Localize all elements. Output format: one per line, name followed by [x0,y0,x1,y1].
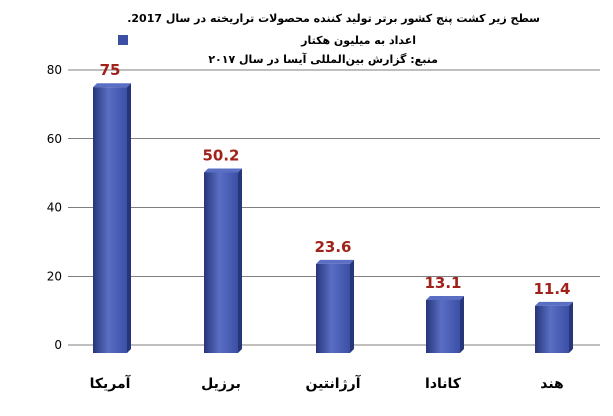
bar-side [569,301,573,353]
legend-swatch [118,35,128,45]
bar-front [93,87,127,353]
bar [426,295,464,353]
data-label: 75 [100,61,121,79]
y-tick-label: 20 [47,269,62,283]
bar-top [426,295,464,300]
bar-side [127,83,131,353]
gridlines [68,69,600,346]
bar-front [204,172,238,353]
bar-top [93,83,131,88]
data-label: 11.4 [533,280,570,298]
x-tick-label: هند [540,376,564,392]
bar-side [238,168,242,353]
chart-title: .سطح زیر کشت پنج کشور برتر تولید کننده م… [127,12,540,25]
data-label: 13.1 [424,274,461,292]
y-tick-label: 40 [47,201,62,215]
bar-top [535,301,573,306]
bar-top [204,168,242,173]
legend-label: اعداد به میلیون هکتار [300,34,416,47]
x-tick-label: آمریکا [90,374,132,392]
bar [535,301,573,353]
x-tick-label: برزیل [201,376,241,392]
y-tick-label: 80 [47,63,62,77]
x-tick-label: آرژانتین [305,374,361,392]
x-axis-ticks: آمریکا برزیل آرژانتین کانادا هند [90,374,564,392]
chart-source: منبع: گزارش بین‌المللی آیسا در سال ۲۰۱۷ [208,52,438,66]
bar-side [350,259,354,353]
x-tick-label: کانادا [425,376,462,392]
bar-top [316,259,354,264]
data-labels: 75 50.2 23.6 13.1 11.4 [100,61,571,298]
bar-front [316,263,350,353]
bar [204,168,242,353]
bar-front [535,305,569,353]
bar-side [460,295,464,353]
bar [316,259,354,353]
chart-header: .سطح زیر کشت پنج کشور برتر تولید کننده م… [118,12,540,66]
y-tick-label: 60 [47,132,62,146]
bars [93,83,573,353]
data-label: 23.6 [314,238,351,256]
y-axis-ticks: 0 20 40 60 80 [47,63,62,352]
y-tick-label: 0 [54,338,62,352]
data-label: 50.2 [202,146,239,164]
bar-front [426,299,460,353]
bar [93,83,131,353]
